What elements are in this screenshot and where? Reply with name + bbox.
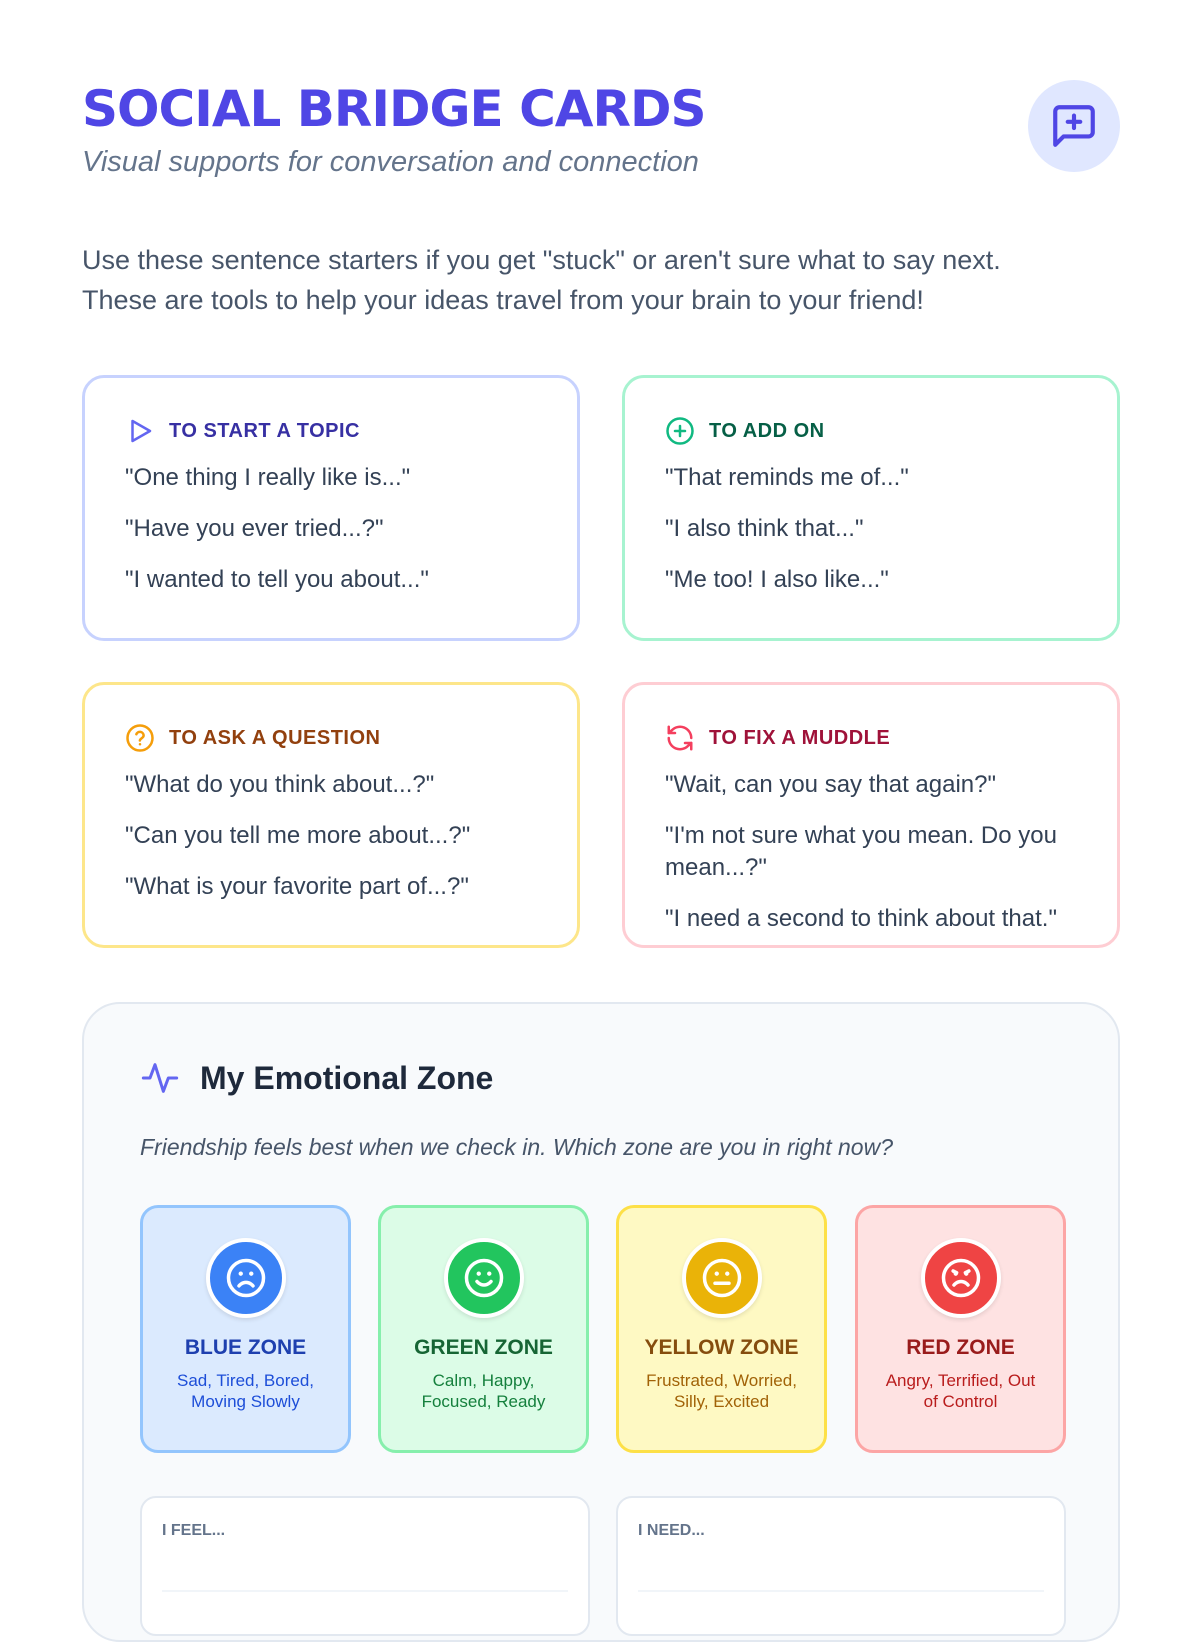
refresh-icon [667, 725, 693, 751]
zone-2[interactable]: YELLOW ZONE Frustrated, Worried, Silly, … [616, 1205, 827, 1453]
phrase: "I'm not sure what you mean. Do you mean… [665, 822, 1057, 881]
phrase: "Wait, can you say that again?" [665, 771, 996, 798]
card-title: TO ASK A QUESTION [169, 726, 381, 749]
smile-face-icon [464, 1258, 503, 1298]
zone-0[interactable]: BLUE ZONE Sad, Tired, Bored, Moving Slow… [140, 1205, 351, 1453]
card-title: TO START A TOPIC [169, 419, 360, 442]
section-title: My Emotional Zone [200, 1059, 494, 1096]
card-3: TO FIX A MUDDLE "Wait, can you say that … [622, 682, 1120, 948]
phrase: "I need a second to think about that." [665, 905, 1057, 932]
new-message-button[interactable] [1028, 80, 1120, 172]
zone-description: Sad, Tired, Bored, Moving Slowly [176, 1371, 315, 1411]
play-icon [131, 419, 152, 443]
plus-circle-icon [666, 417, 694, 445]
i-feel-label: I FEEL... [162, 1522, 226, 1539]
question-circle-icon [126, 724, 154, 752]
zone-name: GREEN ZONE [414, 1336, 553, 1359]
zone-3[interactable]: RED ZONE Angry, Terrified, Out of Contro… [855, 1205, 1066, 1453]
intro-line: These are tools to help your ideas trave… [82, 285, 924, 315]
input-line [162, 1590, 568, 1592]
zone-name: YELLOW ZONE [644, 1336, 799, 1359]
input-line [638, 1590, 1044, 1592]
page-subtitle: Visual supports for conversation and con… [82, 146, 699, 178]
sad-face-icon [226, 1258, 265, 1298]
phrase: "That reminds me of..." [665, 464, 909, 491]
card-title: TO ADD ON [709, 419, 825, 442]
page-title: SOCIAL BRIDGE CARDS [82, 80, 707, 138]
phrase: "I wanted to tell you about..." [125, 566, 429, 593]
section-prompt: Friendship feels best when we check in. … [140, 1134, 894, 1160]
angry-face-icon [941, 1258, 980, 1298]
card-0: TO START A TOPIC "One thing I really lik… [82, 375, 580, 641]
card-title: TO FIX A MUDDLE [709, 726, 891, 749]
intro-text: Use these sentence starters if you get "… [82, 240, 1132, 320]
zone-description: Frustrated, Worried, Silly, Excited [646, 1371, 797, 1411]
phrase: "Have you ever tried...?" [125, 515, 384, 542]
phrase: "What do you think about...?" [125, 771, 435, 798]
phrase: "Me too! I also like..." [665, 566, 889, 593]
phrase: "I also think that..." [665, 515, 864, 542]
zone-name: BLUE ZONE [184, 1336, 307, 1359]
phrase: "What is your favorite part of...?" [125, 873, 469, 900]
intro-line: Use these sentence starters if you get "… [82, 245, 1001, 275]
zone-name: RED ZONE [906, 1336, 1015, 1359]
i-need-field[interactable]: I NEED... [616, 1496, 1066, 1636]
zone-1[interactable]: GREEN ZONE Calm, Happy, Focused, Ready [378, 1205, 589, 1453]
zone-description: Angry, Terrified, Out of Control [885, 1371, 1036, 1411]
neutral-face-icon [702, 1258, 741, 1298]
i-feel-field[interactable]: I FEEL... [140, 1496, 590, 1636]
activity-icon [141, 1063, 179, 1093]
i-need-label: I NEED... [638, 1522, 705, 1539]
card-1: TO ADD ON "That reminds me of..." "I also… [622, 375, 1120, 641]
zone-description: Calm, Happy, Focused, Ready [421, 1371, 546, 1411]
phrase: "One thing I really like is..." [125, 464, 411, 491]
card-2: TO ASK A QUESTION "What do you think abo… [82, 682, 580, 948]
emotional-zone-panel: My Emotional Zone Friendship feels best … [82, 1002, 1120, 1642]
phrase: "Can you tell me more about...?" [125, 822, 471, 849]
message-plus-icon [1053, 105, 1095, 147]
